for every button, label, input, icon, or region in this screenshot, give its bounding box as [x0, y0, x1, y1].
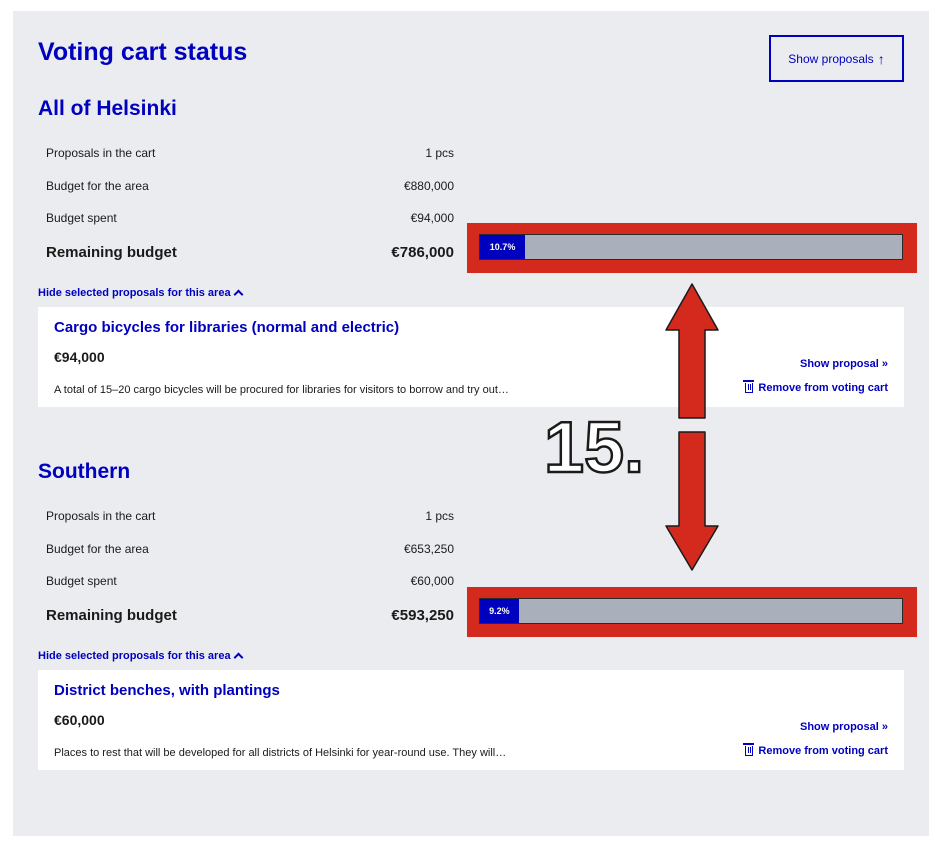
stat-label: Budget for the area	[46, 179, 149, 193]
trash-icon	[743, 380, 755, 393]
proposal-title[interactable]: Cargo bicycles for libraries (normal and…	[54, 319, 400, 336]
step-number-label: 15.	[544, 408, 644, 488]
area-title-all-of-helsinki: All of Helsinki	[38, 97, 177, 120]
stat-value: €880,000	[403, 179, 454, 193]
stat-label: Remaining budget	[46, 607, 177, 624]
show-proposal-link[interactable]: Show proposal »	[799, 721, 888, 733]
double-arrow-icon	[665, 283, 719, 571]
chevron-up-icon	[233, 652, 244, 663]
hide-proposals-toggle[interactable]: Hide selected proposals for this area	[38, 650, 244, 663]
stat-value: €653,250	[403, 542, 454, 556]
stat-value: €786,000	[391, 244, 454, 261]
stat-row-budget: Budget for the area €653,250	[46, 542, 454, 556]
trash-icon	[743, 743, 755, 756]
remove-label: Remove from voting cart	[758, 382, 888, 394]
proposal-description: A total of 15–20 cargo bicycles will be …	[54, 384, 509, 396]
stat-label: Proposals in the cart	[46, 146, 156, 160]
budget-progress-fill: 9.2%	[480, 599, 519, 623]
progress-highlight-frame: 9.2%	[467, 587, 917, 637]
annotation-overlay: 15.	[543, 283, 719, 571]
show-proposals-button[interactable]: Show proposals ↑	[769, 35, 904, 82]
remove-from-cart-button[interactable]: Remove from voting cart	[743, 743, 888, 757]
proposal-title[interactable]: District benches, with plantings	[54, 682, 280, 699]
stat-value: 1 pcs	[425, 146, 454, 160]
show-proposals-label: Show proposals	[788, 51, 874, 66]
arrow-up-icon: ↑	[877, 50, 885, 67]
arrow-upper-segment	[665, 283, 719, 419]
proposal-price: €94,000	[54, 349, 105, 365]
area-title-southern: Southern	[38, 460, 131, 483]
stat-row-remaining: Remaining budget €786,000	[46, 244, 454, 261]
progress-label: 10.7%	[489, 242, 516, 252]
show-proposal-link[interactable]: Show proposal »	[799, 358, 888, 370]
stat-row-spent: Budget spent €94,000	[46, 211, 454, 225]
stat-row-proposals: Proposals in the cart 1 pcs	[46, 146, 454, 160]
proposal-card: District benches, with plantings €60,000…	[38, 670, 904, 770]
stat-row-remaining: Remaining budget €593,250	[46, 607, 454, 624]
budget-progress-bar: 10.7%	[479, 234, 903, 260]
stat-row-proposals: Proposals in the cart 1 pcs	[46, 509, 454, 523]
stat-value: €94,000	[410, 211, 454, 225]
stat-value: €593,250	[391, 607, 454, 624]
page-title: Voting cart status	[38, 38, 248, 66]
stat-label: Budget spent	[46, 574, 117, 588]
stat-value: 1 pcs	[425, 509, 454, 523]
proposal-card: Cargo bicycles for libraries (normal and…	[38, 307, 904, 407]
budget-progress-bar: 9.2%	[479, 598, 903, 624]
arrow-lower-segment	[665, 431, 719, 571]
stat-label: Proposals in the cart	[46, 509, 156, 523]
remove-label: Remove from voting cart	[758, 745, 888, 757]
chevron-up-icon	[233, 289, 244, 300]
stat-label: Remaining budget	[46, 244, 177, 261]
proposal-description: Places to rest that will be developed fo…	[54, 747, 507, 759]
progress-highlight-frame: 10.7%	[467, 223, 917, 273]
proposal-price: €60,000	[54, 712, 105, 728]
stat-row-budget: Budget for the area €880,000	[46, 179, 454, 193]
stat-row-spent: Budget spent €60,000	[46, 574, 454, 588]
remove-from-cart-button[interactable]: Remove from voting cart	[743, 380, 888, 394]
budget-progress-fill: 10.7%	[480, 235, 526, 259]
toggle-label: Hide selected proposals for this area	[38, 650, 231, 662]
toggle-label: Hide selected proposals for this area	[38, 287, 231, 299]
stat-label: Budget for the area	[46, 542, 149, 556]
progress-label: 9.2%	[489, 606, 510, 616]
stat-value: €60,000	[410, 574, 454, 588]
stat-label: Budget spent	[46, 211, 117, 225]
hide-proposals-toggle[interactable]: Hide selected proposals for this area	[38, 287, 244, 300]
